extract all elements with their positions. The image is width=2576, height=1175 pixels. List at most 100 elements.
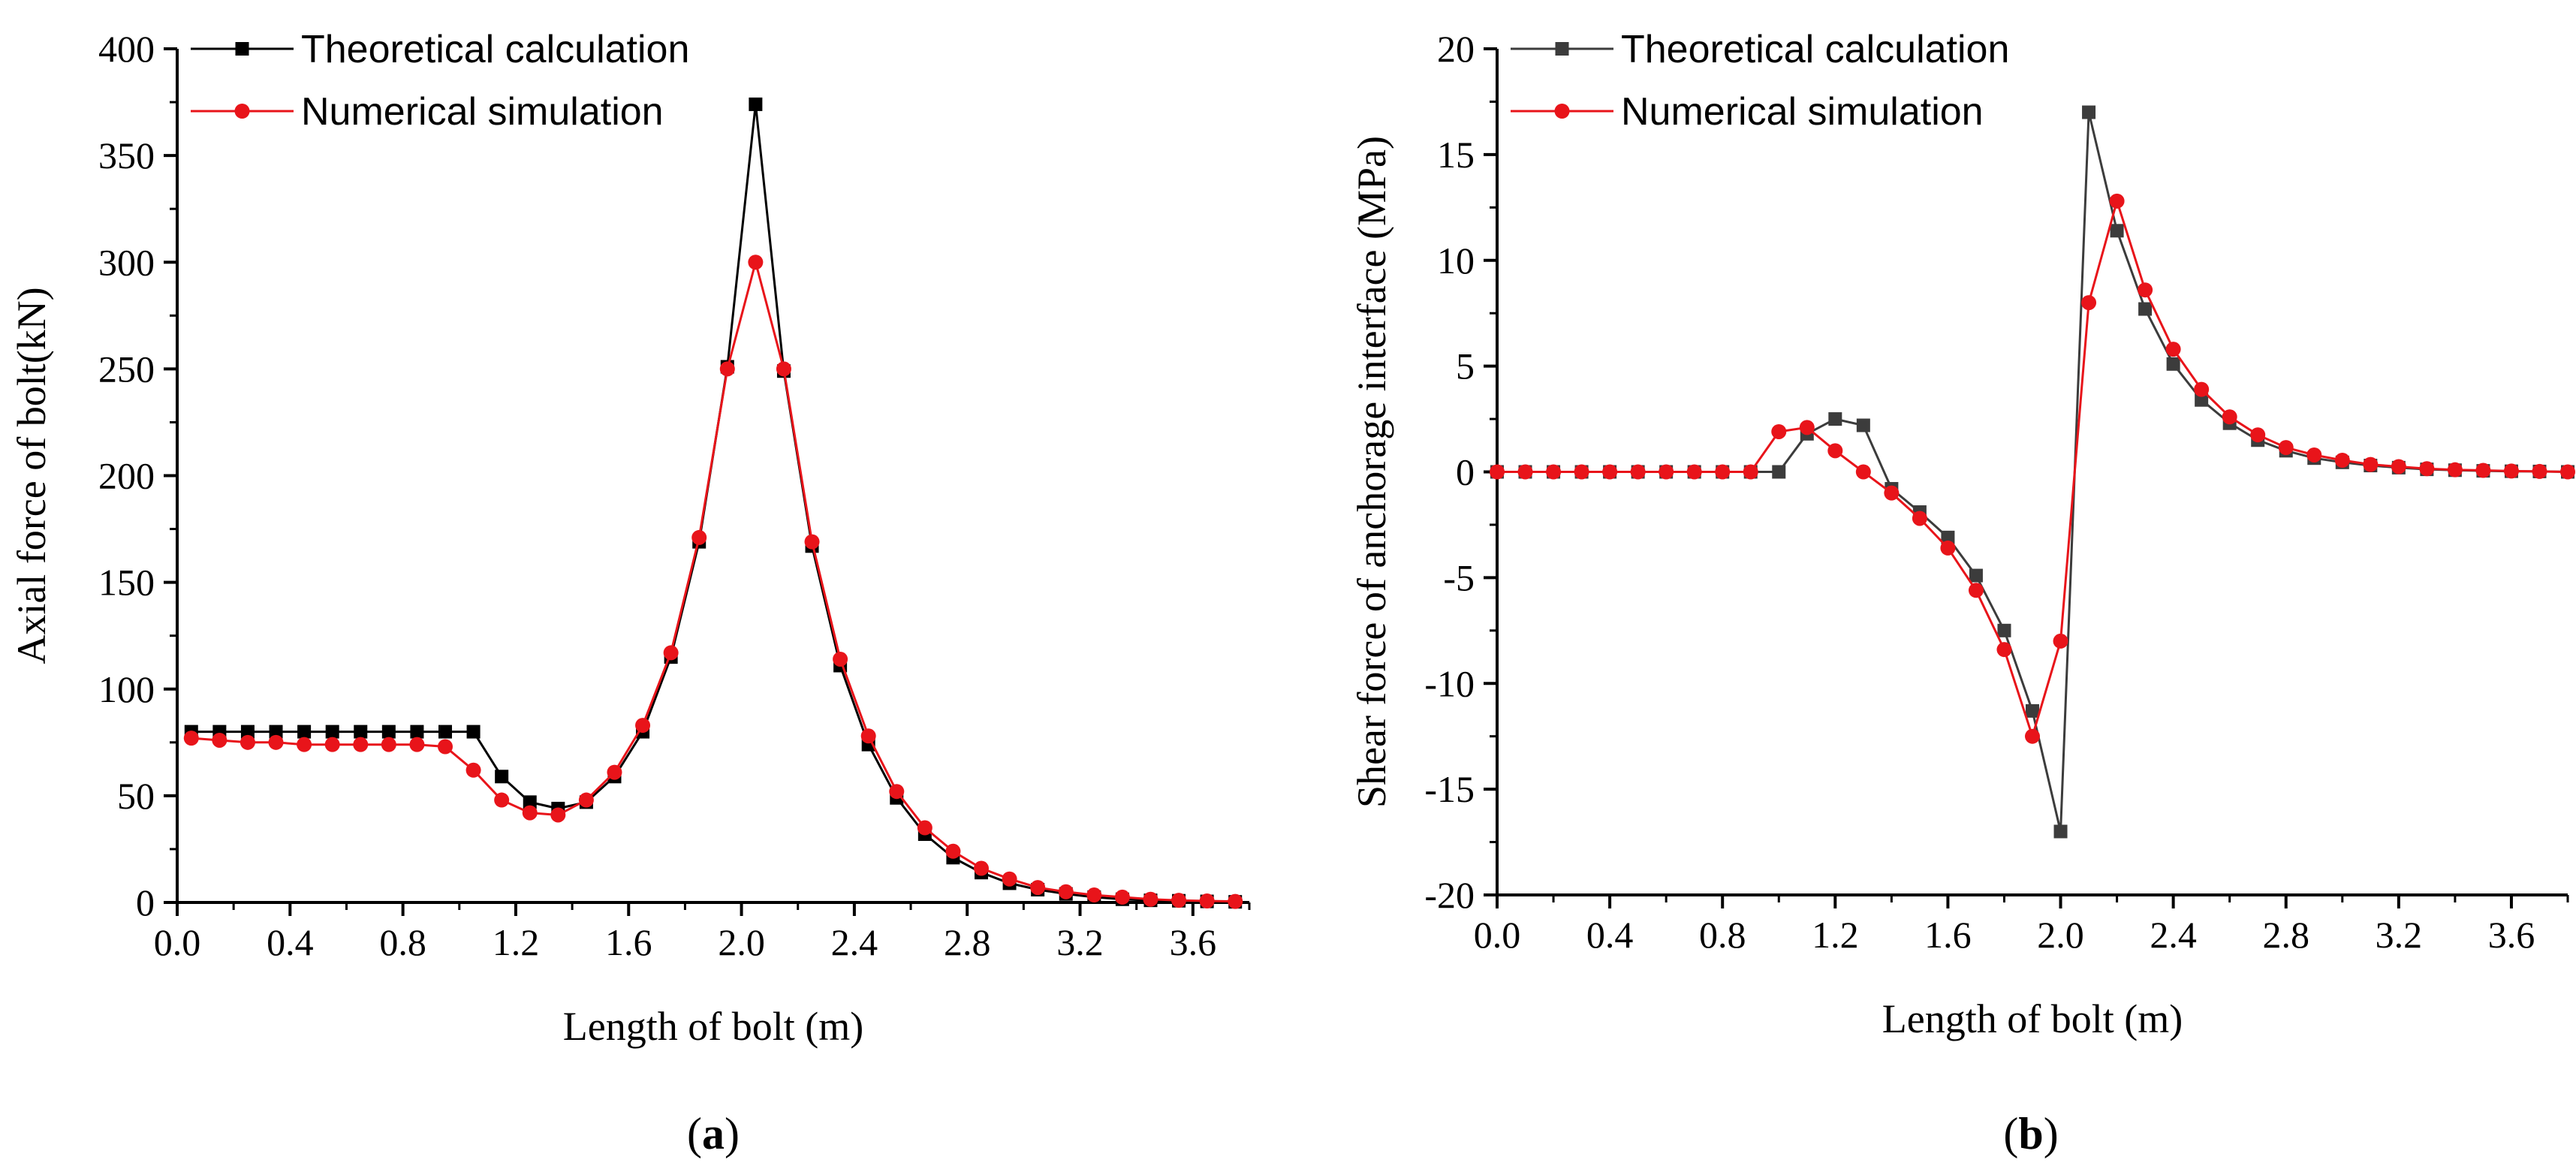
- data-point: [465, 762, 481, 778]
- data-point: [1517, 464, 1533, 480]
- data-point: [1968, 583, 1984, 598]
- data-point: [1743, 464, 1758, 480]
- legend-marker: [1555, 42, 1569, 56]
- data-point: [2053, 633, 2068, 649]
- y-tick-label: 250: [98, 348, 155, 390]
- data-point: [1856, 418, 1870, 432]
- x-axis-title: Length of bolt (m): [563, 1004, 863, 1049]
- data-point: [183, 731, 199, 746]
- data-point: [1941, 530, 1955, 544]
- y-tick-label: -10: [1424, 662, 1475, 704]
- data-point: [1114, 889, 1130, 905]
- y-tick-label: -20: [1424, 874, 1475, 916]
- data-point: [578, 792, 594, 808]
- data-point: [2363, 456, 2379, 472]
- data-point: [1086, 887, 1102, 903]
- data-point: [297, 725, 312, 739]
- data-point: [523, 795, 537, 809]
- x-tick-label: 1.6: [1924, 914, 1972, 956]
- data-point: [269, 725, 283, 739]
- x-tick-label: 0.4: [1586, 914, 1634, 956]
- data-point: [776, 361, 791, 377]
- data-point: [354, 725, 368, 739]
- data-point: [1002, 871, 1017, 887]
- data-point: [353, 737, 369, 752]
- data-point: [495, 770, 509, 784]
- data-point: [1199, 893, 1215, 909]
- x-tick-label: 3.6: [2488, 914, 2535, 956]
- data-point: [2278, 440, 2294, 456]
- data-point: [1686, 464, 1702, 480]
- y-tick-label: 20: [1437, 28, 1475, 70]
- data-point: [607, 764, 622, 780]
- data-point: [1996, 642, 2012, 658]
- x-tick-label: 3.6: [1170, 921, 1217, 963]
- data-point: [1659, 464, 1674, 480]
- x-tick-label: 0.4: [267, 921, 314, 963]
- data-point: [1940, 540, 1956, 556]
- y-tick-label: 400: [98, 28, 155, 70]
- data-point: [1171, 893, 1187, 908]
- data-point: [240, 725, 255, 739]
- x-axis-title: Length of bolt (m): [1882, 996, 2183, 1041]
- x-tick-label: 2.4: [831, 921, 878, 963]
- data-point: [324, 737, 340, 752]
- data-point: [1884, 485, 1900, 501]
- data-point: [268, 734, 284, 750]
- data-point: [2109, 193, 2125, 209]
- data-point: [1997, 623, 2011, 637]
- x-tick-label: 0.8: [379, 921, 426, 963]
- data-point: [325, 725, 339, 739]
- data-point: [2475, 462, 2491, 478]
- data-point: [1855, 464, 1871, 480]
- data-point: [2250, 427, 2266, 443]
- data-point: [2053, 824, 2068, 839]
- legend-marker: [1554, 104, 1570, 119]
- legend-label: Numerical simulation: [301, 90, 664, 134]
- x-tick-label: 0.0: [154, 921, 201, 963]
- data-point: [748, 255, 764, 270]
- y-tick-label: 150: [98, 562, 155, 604]
- x-tick-label: 2.0: [718, 921, 765, 963]
- data-point: [381, 725, 396, 739]
- data-point: [2306, 447, 2322, 462]
- data-point: [550, 807, 566, 823]
- data-point: [2138, 282, 2153, 298]
- series-line: [191, 258, 1236, 903]
- data-point: [974, 860, 989, 876]
- x-tick-label: 0.0: [1474, 914, 1521, 956]
- data-point: [1828, 412, 1842, 426]
- y-tick-label: 15: [1437, 134, 1475, 176]
- legend-marker: [235, 42, 249, 56]
- data-point: [2165, 342, 2181, 357]
- data-point: [1715, 464, 1731, 480]
- data-point: [1030, 880, 1046, 896]
- panel-label: (b): [2003, 1109, 2058, 1158]
- x-tick-label: 3.2: [1056, 921, 1104, 963]
- data-point: [2194, 381, 2210, 397]
- data-point: [494, 792, 510, 808]
- data-point: [2026, 703, 2039, 718]
- data-point: [1630, 464, 1646, 480]
- data-point: [2081, 295, 2097, 311]
- data-point: [466, 725, 481, 739]
- x-tick-label: 3.2: [2376, 914, 2423, 956]
- data-point: [719, 361, 735, 377]
- data-point: [2334, 453, 2350, 468]
- data-point: [1912, 511, 1927, 526]
- data-point: [2532, 463, 2547, 479]
- data-point: [1799, 420, 1815, 435]
- data-point: [297, 737, 312, 752]
- series-line: [191, 104, 1236, 903]
- series-theoretical: [184, 97, 1243, 909]
- legend: Theoretical calculation Numerical simulat…: [191, 28, 689, 134]
- data-point: [2025, 728, 2040, 744]
- data-point: [240, 734, 255, 750]
- data-point: [1058, 884, 1074, 899]
- y-tick-label: 10: [1437, 240, 1475, 282]
- data-point: [945, 843, 961, 859]
- data-point: [2166, 357, 2180, 371]
- data-point: [2447, 462, 2463, 478]
- data-point: [2391, 459, 2406, 475]
- data-point: [1771, 423, 1787, 439]
